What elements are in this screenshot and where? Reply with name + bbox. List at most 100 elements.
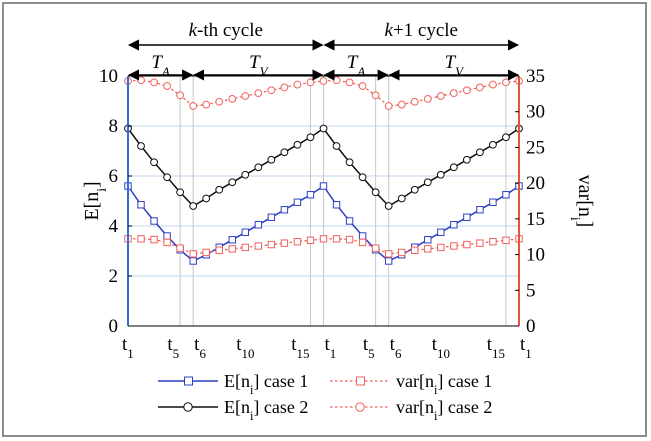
data-point xyxy=(163,173,172,182)
left-tick-label: 10 xyxy=(99,66,118,87)
data-point xyxy=(463,213,471,221)
data-point xyxy=(384,250,393,258)
data-point xyxy=(163,232,171,240)
data-point xyxy=(176,188,185,197)
left-tick-label: 2 xyxy=(109,266,119,287)
data-point xyxy=(137,235,145,243)
data-point xyxy=(449,163,458,172)
grid-layer xyxy=(127,75,520,327)
legend-label: var[ni] case 1 xyxy=(396,371,492,397)
right-tick-label: 30 xyxy=(526,102,545,123)
data-point xyxy=(176,91,185,100)
data-point xyxy=(189,250,197,258)
data-point xyxy=(189,257,197,265)
x-tick-label: t1 xyxy=(122,334,134,361)
phase-label: TA xyxy=(347,52,366,79)
data-point xyxy=(489,80,497,89)
data-point xyxy=(137,201,145,209)
data-point xyxy=(397,194,406,203)
data-point xyxy=(502,78,510,87)
data-point xyxy=(450,221,458,229)
legend-item-3: var[ni] case 1 xyxy=(330,371,492,397)
data-point xyxy=(502,133,510,142)
data-point xyxy=(241,170,250,179)
right-tick-label: 5 xyxy=(526,280,536,301)
data-point xyxy=(228,236,236,244)
phase-label: TV xyxy=(249,52,270,79)
legend: E[ni] case 1E[ni] case 2 var[ni] case 1va… xyxy=(158,371,492,423)
x-tick-label: t15 xyxy=(487,334,505,361)
data-point xyxy=(437,228,445,236)
data-point xyxy=(476,206,484,214)
data-point xyxy=(397,100,406,109)
right-tick-label: 25 xyxy=(526,137,545,158)
left-tick-label: 0 xyxy=(109,316,119,337)
cycle-label: k-th cycle xyxy=(189,20,263,41)
legend-item-4: var[ni] case 2 xyxy=(330,397,492,423)
series-2 xyxy=(124,124,523,210)
legend-label: var[ni] case 2 xyxy=(396,397,492,423)
legend-item-1: E[ni] case 1 xyxy=(158,371,308,397)
data-point xyxy=(319,235,328,243)
data-point xyxy=(319,124,328,133)
data-point xyxy=(202,194,211,203)
data-point xyxy=(358,238,367,247)
left-tick-label: 6 xyxy=(109,166,119,187)
data-point xyxy=(450,242,458,250)
data-point xyxy=(502,191,510,199)
data-point xyxy=(150,217,158,225)
data-point xyxy=(410,97,419,106)
data-point xyxy=(502,236,510,244)
data-point xyxy=(358,173,367,182)
data-point xyxy=(371,244,380,252)
x-tick-label: t15 xyxy=(291,334,309,361)
data-point xyxy=(371,91,380,100)
data-point xyxy=(150,158,158,167)
data-point xyxy=(137,76,145,85)
data-point xyxy=(241,243,250,252)
data-point xyxy=(345,217,354,225)
data-point xyxy=(202,100,211,109)
data-point xyxy=(215,246,223,254)
data-point xyxy=(254,242,263,250)
data-point xyxy=(267,86,276,95)
data-point xyxy=(163,238,171,247)
data-point xyxy=(384,202,393,210)
left-axis-title: E[ni] xyxy=(81,181,109,220)
data-point xyxy=(489,198,497,206)
right-axis-title: var[ni] xyxy=(569,175,597,228)
data-point xyxy=(332,201,341,209)
data-point xyxy=(280,83,289,92)
phase-label: TA xyxy=(151,52,170,79)
right-tick-label: 20 xyxy=(526,173,545,194)
x-tick-label: t6 xyxy=(390,334,402,361)
data-point xyxy=(293,140,302,149)
data-point xyxy=(462,86,471,95)
data-point xyxy=(280,148,289,157)
data-point xyxy=(293,238,302,246)
data-point xyxy=(332,235,341,243)
data-point xyxy=(476,83,484,92)
data-point xyxy=(189,102,198,110)
data-point xyxy=(254,221,263,229)
annotation-layer: k-th cycle k+1 cycle TA TV TA TV xyxy=(127,20,520,81)
data-point xyxy=(150,78,158,87)
legend-label: E[ni] case 2 xyxy=(224,397,308,423)
data-point xyxy=(476,239,484,247)
data-point xyxy=(424,245,432,253)
data-point xyxy=(267,213,276,221)
data-point xyxy=(150,235,158,244)
data-point xyxy=(241,228,250,236)
data-point xyxy=(293,198,302,206)
data-point xyxy=(476,148,484,157)
data-point xyxy=(228,94,237,103)
data-point xyxy=(306,78,315,87)
legend-marker xyxy=(355,402,365,412)
data-point xyxy=(306,133,315,142)
data-point xyxy=(254,89,263,98)
series-3 xyxy=(124,235,523,258)
data-point xyxy=(462,155,471,164)
legend-label: E[ni] case 1 xyxy=(224,371,308,397)
data-point xyxy=(345,235,354,244)
right-tick-label: 15 xyxy=(526,209,545,230)
